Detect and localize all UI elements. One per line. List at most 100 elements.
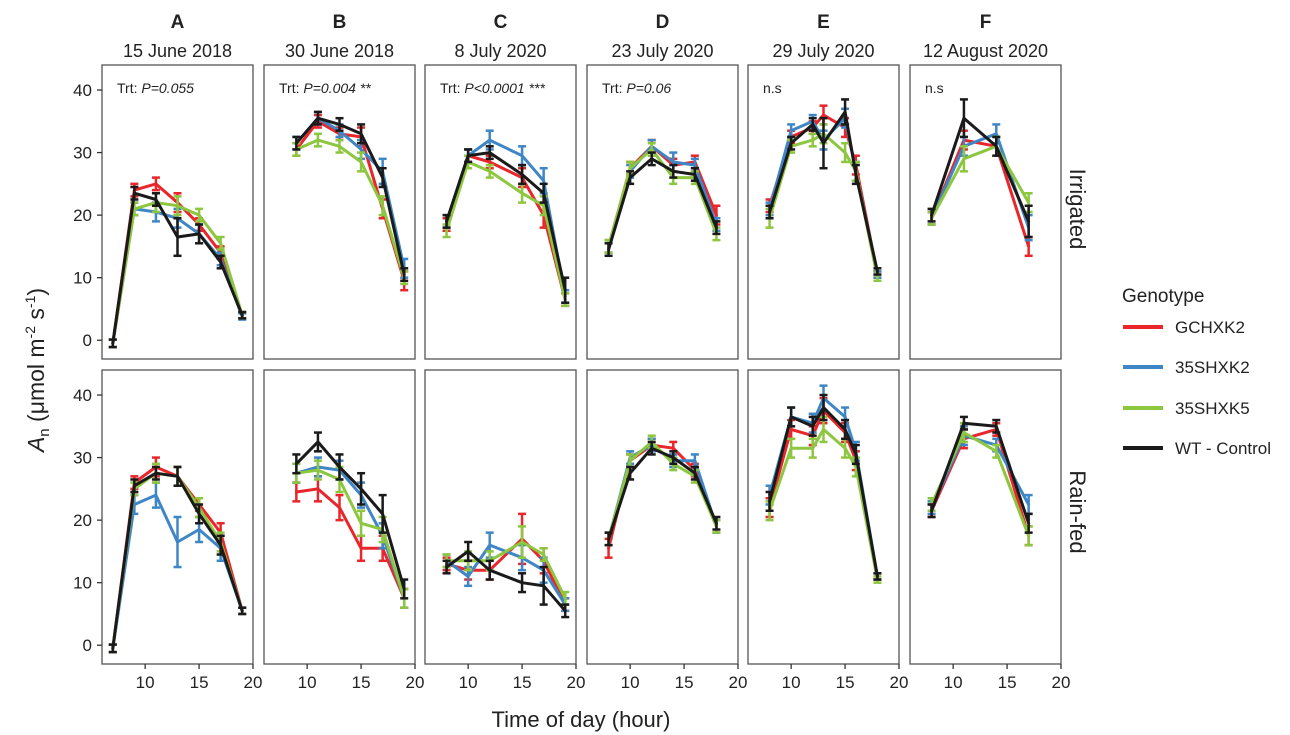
series-wt-control-b-rain-fed <box>292 431 409 600</box>
legend-title: Genotype <box>1122 286 1204 307</box>
series-line-wt-control-e-irrigated <box>768 110 879 273</box>
panel-annotation-b: Trt: P=0.004 ** <box>279 80 371 96</box>
x-tick-label-b-10: 10 <box>298 673 317 692</box>
series-wt-control-a-rain-fed <box>108 465 247 654</box>
y-axis-title-main: A <box>23 437 49 454</box>
annotation-prefix-c: Trt: <box>440 80 464 96</box>
y-tick-label-rain-fed-40: 40 <box>73 386 92 405</box>
panel-annotation-c: Trt: P<0.0001 *** <box>440 80 545 96</box>
panel-annotation-d: Trt: P=0.06 <box>602 80 671 96</box>
series-line-35shxk2-b-rain-fed <box>294 465 406 600</box>
x-tick-label-f-20: 20 <box>1052 673 1071 692</box>
panel-letter-f: F <box>980 12 992 33</box>
y-tick-label-rain-fed-10: 10 <box>73 574 92 593</box>
series-line-wt-control-d-irrigated <box>607 157 718 251</box>
x-tick-label-c-15: 15 <box>513 673 532 692</box>
x-tick-label-f-15: 15 <box>998 673 1017 692</box>
series-line-wt-control-f-irrigated <box>930 116 1031 223</box>
y-axis-title-sub: n <box>36 428 53 436</box>
annotation-prefix-a: Trt: <box>117 80 141 96</box>
series-wt-control-d-irrigated <box>604 151 721 258</box>
series-line-35shxk5-f-irrigated <box>930 144 1031 220</box>
x-tick-label-d-10: 10 <box>621 673 640 692</box>
series-line-gchxk2-b-rain-fed <box>294 487 406 600</box>
legend-item-wt-control: WT - Control <box>1123 439 1271 458</box>
panel-frame-f-irrigated <box>909 64 1062 360</box>
annotation-value-b: P=0.004 ** <box>303 80 371 96</box>
series-line-wt-control-a-rain-fed <box>111 471 244 650</box>
series-wt-control-f-irrigated <box>927 98 1033 239</box>
legend-label-35shxk5: 35SHXK5 <box>1175 399 1250 418</box>
y-axis-title-exp1: -2 <box>22 326 38 339</box>
y-tick-label-irrigated-0: 0 <box>83 331 92 350</box>
y-tick-label-irrigated-30: 30 <box>73 144 92 163</box>
panel-annotation-f: n.s <box>925 80 944 96</box>
legend: Genotype GCHXK2 35SHXK2 35SHXK5 WT - Con… <box>1122 286 1271 458</box>
x-tick-label-d-15: 15 <box>675 673 694 692</box>
panel-annotation-e: n.s <box>763 80 782 96</box>
annotation-value-e: n.s <box>763 80 782 96</box>
series-line-wt-control-c-irrigated <box>445 151 567 292</box>
y-axis-title-exp2: -1 <box>22 295 38 308</box>
panel-date-d: 23 July 2020 <box>611 41 713 61</box>
series-wt-control-b-irrigated <box>292 110 409 283</box>
x-tick-label-f-10: 10 <box>944 673 963 692</box>
panel-date-e: 29 July 2020 <box>772 41 874 61</box>
series-wt-control-e-irrigated <box>765 98 882 276</box>
series-line-wt-control-e-rain-fed <box>768 406 879 578</box>
x-tick-label-c-10: 10 <box>459 673 478 692</box>
x-tick-label-d-20: 20 <box>729 673 748 692</box>
panel-annotation-a: Trt: P=0.055 <box>117 80 194 96</box>
y-tick-label-rain-fed-0: 0 <box>83 636 92 655</box>
x-tick-label-a-20: 20 <box>244 673 263 692</box>
series-line-35shxk5-e-rain-fed <box>768 427 879 582</box>
series-wt-control-d-rain-fed <box>604 440 721 547</box>
y-axis-title-unit: (μmol m <box>23 338 49 428</box>
annotation-value-f: n.s <box>925 80 944 96</box>
series-wt-control-c-rain-fed <box>442 540 570 619</box>
y-tick-label-irrigated-10: 10 <box>73 269 92 288</box>
row-label-irrigated: Irrigated <box>1065 169 1090 250</box>
panel-date-b: 30 June 2018 <box>285 41 394 61</box>
y-tick-label-irrigated-20: 20 <box>73 206 92 225</box>
panel-date-c: 8 July 2020 <box>454 41 546 61</box>
x-tick-label-e-10: 10 <box>782 673 801 692</box>
x-tick-label-b-20: 20 <box>406 673 425 692</box>
legend-label-wt-control: WT - Control <box>1175 439 1271 458</box>
series-line-35shxk5-b-rain-fed <box>294 468 406 600</box>
series-35shxk5-e-rain-fed <box>765 415 882 584</box>
panel-date-a: 15 June 2018 <box>123 41 232 61</box>
series-line-wt-control-a-irrigated <box>111 191 244 345</box>
annotation-value-c: P<0.0001 *** <box>464 80 545 96</box>
y-axis-title: An (μmol m-2 s-1) <box>22 288 53 454</box>
x-tick-label-a-15: 15 <box>190 673 209 692</box>
series-wt-control-e-rain-fed <box>765 393 882 581</box>
y-tick-label-irrigated-40: 40 <box>73 81 92 100</box>
y-axis-title-post: ) <box>23 288 49 296</box>
series-wt-control-a-irrigated <box>108 185 247 349</box>
series-line-35shxk5-c-irrigated <box>445 160 567 302</box>
x-tick-label-c-20: 20 <box>567 673 586 692</box>
series-line-35shxk5-a-irrigated <box>111 201 244 345</box>
series-wt-control-c-irrigated <box>442 145 570 304</box>
y-tick-label-rain-fed-30: 30 <box>73 449 92 468</box>
series-line-35shxk5-b-irrigated <box>294 138 406 280</box>
legend-item-35shxk5: 35SHXK5 <box>1123 399 1250 418</box>
x-tick-label-e-15: 15 <box>836 673 855 692</box>
panel-frame-c-irrigated <box>424 64 577 360</box>
series-line-wt-control-b-irrigated <box>294 116 406 277</box>
legend-item-gchxk2: GCHXK2 <box>1123 318 1245 337</box>
panel-frame-c-rain-fed <box>424 369 577 665</box>
series-line-wt-control-b-rain-fed <box>294 440 406 591</box>
series-line-wt-control-d-rain-fed <box>607 446 718 541</box>
panel-letter-c: C <box>494 12 508 33</box>
x-tick-label-e-20: 20 <box>890 673 909 692</box>
panels-grid: A 15 June 2018 Trt: P=0.055 0 10 20 30 40 0 10 20 3… <box>73 12 1070 692</box>
panel-date-f: 12 August 2020 <box>923 41 1048 61</box>
series-line-wt-control-c-rain-fed <box>445 549 567 613</box>
legend-label-35shxk2: 35SHXK2 <box>1175 358 1250 377</box>
y-axis-title-mid: s <box>23 308 49 326</box>
annotation-prefix-d: Trt: <box>602 80 626 96</box>
panel-letter-e: E <box>817 12 830 33</box>
